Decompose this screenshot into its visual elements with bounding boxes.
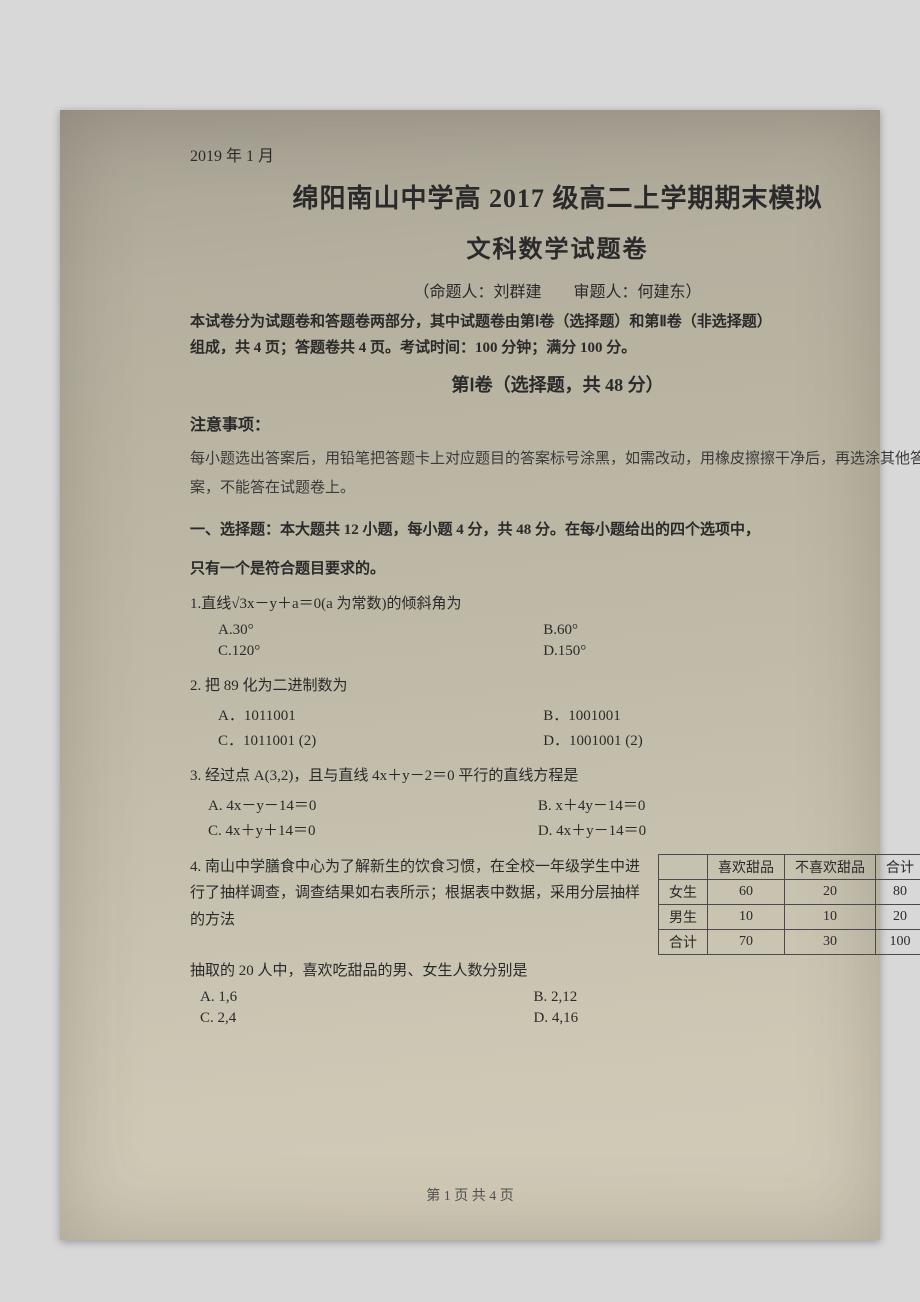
table-header-total: 合计 bbox=[876, 855, 920, 880]
exam-title-subject: 文科数学试题卷 bbox=[190, 229, 920, 264]
q2-option-b: B．1001001 bbox=[543, 704, 868, 725]
q3-option-c: C. 4x＋y＋14＝0 bbox=[208, 819, 538, 840]
page-footer: 第 1 页 共 4 页 bbox=[60, 1185, 880, 1205]
question-4-text1: 4. 南山中学膳食中心为了解新生的饮食习惯，在全校一年级学生中进行了抽样调查，调… bbox=[190, 854, 650, 933]
q4-option-c: C. 2,4 bbox=[200, 1010, 534, 1027]
q3-option-d: D. 4x＋y－14＝0 bbox=[538, 819, 868, 840]
scanned-paper-background: 2019 年 1 月 绵阳南山中学高 2017 级高二上学期期末模拟 文科数学试… bbox=[60, 110, 880, 1240]
question-2-options: A．1011001 B．1001001 C．1011001 (2) D．1001… bbox=[218, 704, 920, 754]
cell: 合计 bbox=[659, 930, 708, 955]
table-header-dislike: 不喜欢甜品 bbox=[785, 855, 876, 880]
table-row-female: 女生 60 20 80 bbox=[659, 880, 920, 905]
desc-line-1: 本试卷分为试题卷和答题卷两部分，其中试题卷由第Ⅰ卷（选择题）和第Ⅱ卷（非选择题） bbox=[190, 314, 772, 330]
sub-heading: 只有一个是符合题目要求的。 bbox=[190, 557, 920, 578]
q4-option-b: B. 2,12 bbox=[534, 989, 868, 1006]
cell: 10 bbox=[785, 905, 876, 930]
cell: 60 bbox=[708, 880, 785, 905]
table-header-blank bbox=[659, 855, 708, 880]
q2-option-c: C．1011001 (2) bbox=[218, 729, 543, 750]
table-header-row: 喜欢甜品 不喜欢甜品 合计 bbox=[659, 855, 920, 880]
cell: 70 bbox=[708, 930, 785, 955]
q1-option-d: D.150° bbox=[543, 643, 868, 660]
question-4-text2: 抽取的 20 人中，喜欢吃甜品的男、女生人数分别是 bbox=[190, 959, 920, 983]
table-header-like: 喜欢甜品 bbox=[708, 855, 785, 880]
cell: 80 bbox=[876, 880, 920, 905]
q3-option-b: B. x＋4y－14＝0 bbox=[538, 794, 868, 815]
question-2-stem: 2. 把 89 化为二进制数为 bbox=[190, 674, 920, 698]
q1-option-a: A.30° bbox=[218, 622, 543, 639]
q3-option-a: A. 4x－y－14＝0 bbox=[208, 794, 538, 815]
question-3-options: A. 4x－y－14＝0 B. x＋4y－14＝0 C. 4x＋y＋14＝0 D… bbox=[208, 794, 920, 844]
table-row-male: 男生 10 10 20 bbox=[659, 905, 920, 930]
q4-option-d: D. 4,16 bbox=[534, 1010, 868, 1027]
exam-authors: （命题人：刘群建 审题人：何建东） bbox=[190, 278, 920, 302]
question-1-stem: 1.直线√3x－y＋a＝0(a 为常数)的倾斜角为 bbox=[190, 592, 920, 616]
q2-option-d: D．1001001 (2) bbox=[543, 729, 868, 750]
q1-option-b: B.60° bbox=[543, 622, 868, 639]
exam-paper-content: 2019 年 1 月 绵阳南山中学高 2017 级高二上学期期末模拟 文科数学试… bbox=[190, 142, 920, 1041]
exam-description: 本试卷分为试题卷和答题卷两部分，其中试题卷由第Ⅰ卷（选择题）和第Ⅱ卷（非选择题）… bbox=[190, 310, 920, 361]
q2-option-a: A．1011001 bbox=[218, 704, 543, 725]
exam-date: 2019 年 1 月 bbox=[190, 142, 920, 166]
question-4-wrap: 4. 南山中学膳食中心为了解新生的饮食习惯，在全校一年级学生中进行了抽样调查，调… bbox=[190, 854, 920, 955]
cell: 20 bbox=[876, 905, 920, 930]
exam-title-school: 绵阳南山中学高 2017 级高二上学期期末模拟 bbox=[190, 178, 920, 215]
section-heading: 一、选择题：本大题共 12 小题，每小题 4 分，共 48 分。在每小题给出的四… bbox=[190, 518, 920, 539]
q4-option-a: A. 1,6 bbox=[200, 989, 534, 1006]
cell: 100 bbox=[876, 930, 920, 955]
section-1-title: 第Ⅰ卷（选择题，共 48 分） bbox=[190, 371, 920, 397]
table-row-total: 合计 70 30 100 bbox=[659, 930, 920, 955]
cell: 20 bbox=[785, 880, 876, 905]
cell: 女生 bbox=[659, 880, 708, 905]
notice-title: 注意事项： bbox=[190, 411, 920, 435]
desc-line-2: 组成，共 4 页；答题卷共 4 页。考试时间：100 分钟；满分 100 分。 bbox=[190, 340, 636, 356]
cell: 30 bbox=[785, 930, 876, 955]
question-4-options: A. 1,6 B. 2,12 C. 2,4 D. 4,16 bbox=[200, 989, 920, 1031]
q1-option-c: C.120° bbox=[218, 643, 543, 660]
question-4-table: 喜欢甜品 不喜欢甜品 合计 女生 60 20 80 男生 10 10 20 bbox=[658, 854, 920, 955]
cell: 男生 bbox=[659, 905, 708, 930]
cell: 10 bbox=[708, 905, 785, 930]
question-3-stem: 3. 经过点 A(3,2)，且与直线 4x＋y－2＝0 平行的直线方程是 bbox=[190, 764, 920, 788]
notice-body: 每小题选出答案后，用铅笔把答题卡上对应题目的答案标号涂黑，如需改动，用橡皮擦擦干… bbox=[190, 445, 920, 502]
question-1-options: A.30° B.60° C.120° D.150° bbox=[218, 622, 920, 664]
